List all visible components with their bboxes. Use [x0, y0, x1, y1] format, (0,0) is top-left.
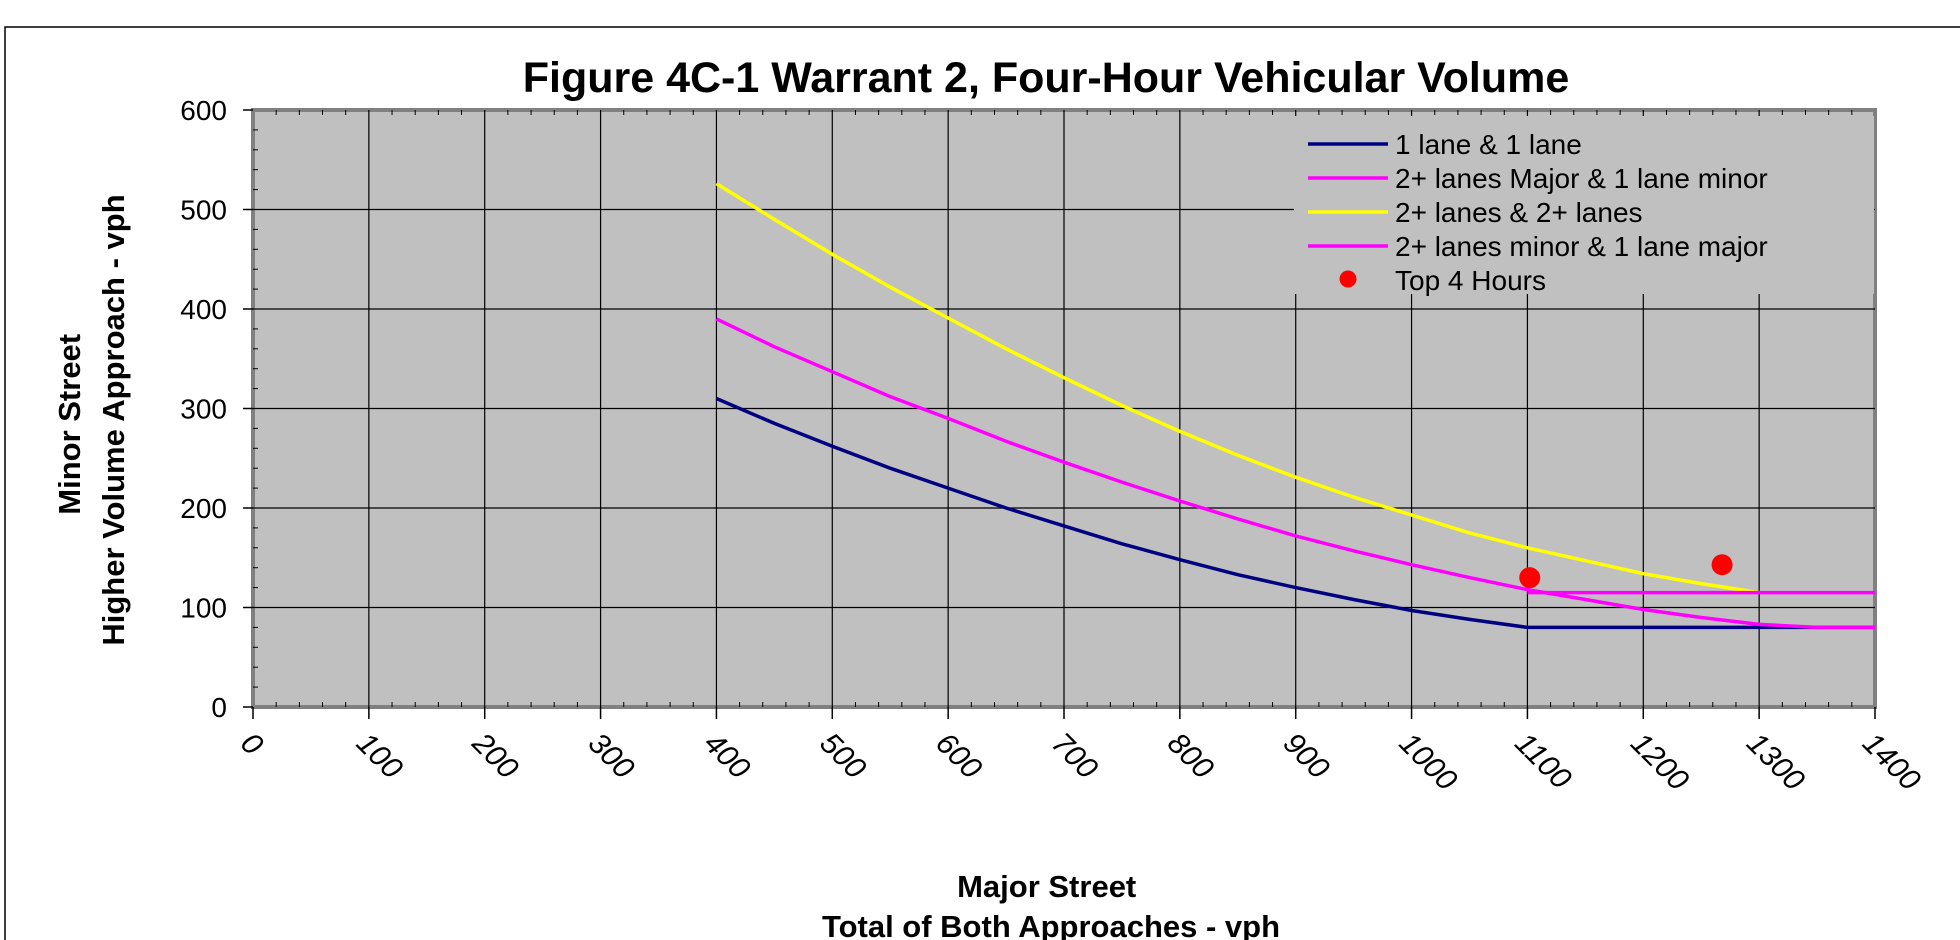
series-line-2 [715, 317, 1875, 630]
series-line-3 [715, 182, 1760, 595]
legend-label: 2+ lanes & 2+ lanes [1395, 197, 1643, 228]
top-4-hours-point [1519, 567, 1541, 589]
y-tick-labels: 0 100 200 300 400 500 600 [180, 95, 227, 723]
legend-box [1294, 116, 1874, 294]
y-tick-label: 600 [180, 95, 227, 126]
legend-label: Top 4 Hours [1395, 265, 1546, 296]
minor-ticks [243, 109, 1876, 719]
series-lines [715, 182, 1875, 630]
y-axis-title-line-2: Higher Volume Approach - vph [96, 194, 131, 645]
chart-title: Figure 4C-1 Warrant 2, Four-Hour Vehicul… [523, 54, 1570, 102]
y-tick-label: 300 [180, 394, 227, 425]
legend-marker [1339, 270, 1357, 288]
y-axis-title: Minor Street Higher Volume Approach - vp… [52, 194, 131, 645]
x-axis-title-line-1: Major Street [957, 869, 1136, 904]
legend-label: 1 lane & 1 lane [1395, 129, 1582, 160]
legend-label: 2+ lanes Major & 1 lane minor [1395, 163, 1768, 194]
x-axis-title-line-2: Total of Both Approaches - vph [822, 909, 1280, 940]
y-axis-title-line-1: Minor Street [52, 334, 87, 515]
y-tick-label: 500 [180, 195, 227, 226]
scatter-points [1519, 554, 1733, 589]
top-4-hours-point [1711, 554, 1733, 576]
legend-label: 2+ lanes minor & 1 lane major [1395, 231, 1768, 262]
y-tick-label: 0 [211, 692, 227, 723]
y-tick-label: 200 [180, 493, 227, 524]
y-tick-label: 100 [180, 593, 227, 624]
y-tick-label: 400 [180, 294, 227, 325]
series-line-1 [715, 396, 1875, 630]
x-axis-title: Major Street Total of Both Approaches - … [822, 869, 1280, 940]
